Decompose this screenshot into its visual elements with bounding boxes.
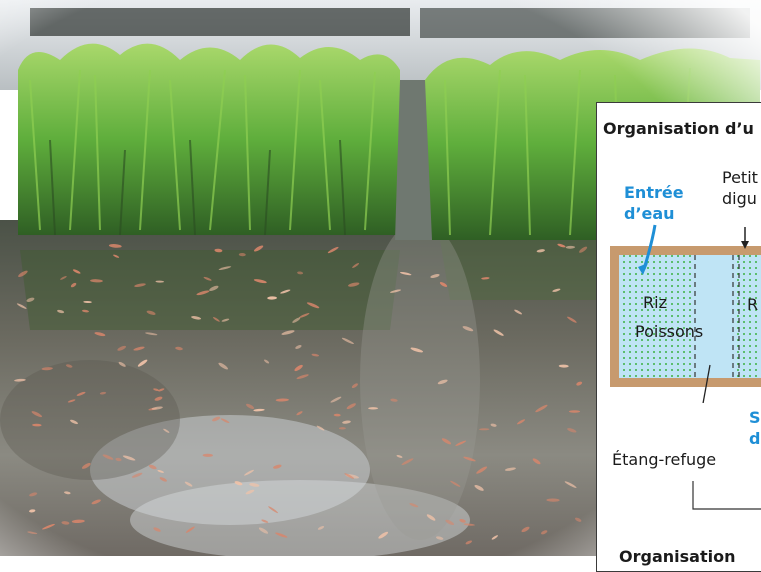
- small-dike-label-line2: digu: [722, 189, 757, 208]
- diagram-title: Organisation d’u: [603, 119, 754, 138]
- outlet-label-line2: d: [749, 429, 761, 448]
- refuge-arrow: [702, 364, 711, 403]
- refuge-channel: [695, 255, 733, 378]
- bottom-title: Organisation: [619, 547, 736, 566]
- water-inlet-label-line1: Entrée: [624, 183, 684, 202]
- outlet-connector: [692, 481, 761, 510]
- outlet-label-line1: S: [749, 408, 761, 427]
- fish-label: Poissons: [635, 322, 704, 341]
- small-dike-label-line1: Petit: [722, 168, 758, 187]
- water-inlet-label-line2: d’eau: [624, 204, 675, 223]
- rice-label-left: Riz: [643, 293, 667, 312]
- refuge-pond-label: Étang-refuge: [612, 450, 717, 469]
- diagram-panel: Organisation d’u Entrée d’eau Petit digu: [596, 102, 761, 572]
- field-plan-diagram: [610, 224, 761, 403]
- rice-label-right: R: [747, 295, 759, 314]
